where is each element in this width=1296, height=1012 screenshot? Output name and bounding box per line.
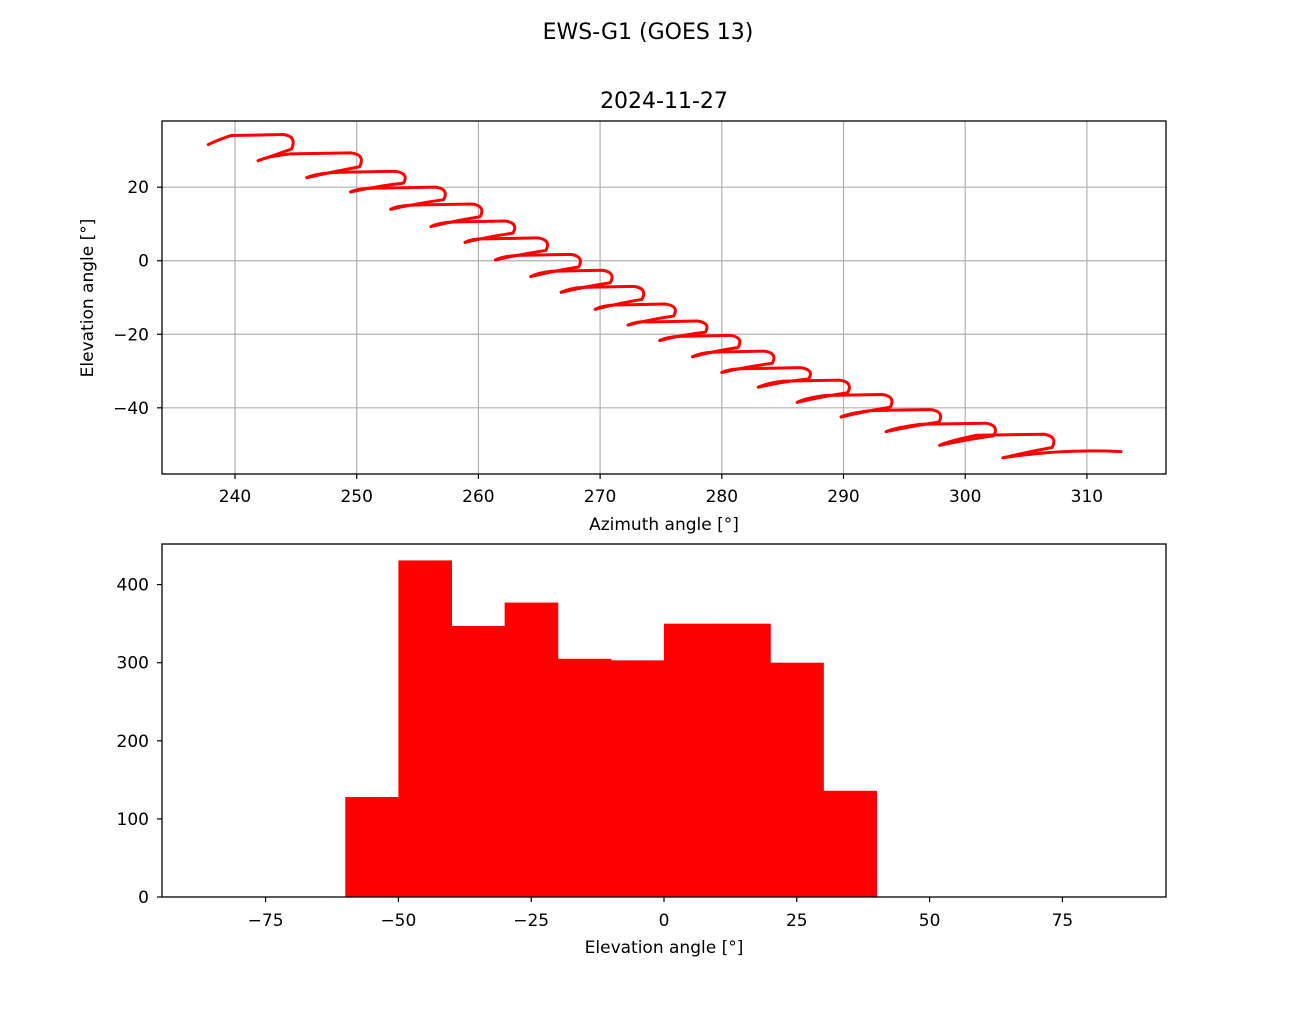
bottom-xtick-label: −75 — [248, 911, 284, 931]
histogram-bar — [823, 790, 877, 897]
scan-segment — [795, 393, 894, 419]
bottom-plot-yticks: 0 100 200 300 400 — [117, 576, 162, 908]
bottom-plot-bars — [345, 560, 877, 897]
scan-segment — [429, 219, 517, 244]
top-plot-series — [206, 133, 1123, 460]
bottom-xtick-label: 25 — [786, 911, 808, 931]
top-plot-xticks: 240 250 260 270 280 290 300 310 — [219, 474, 1103, 507]
top-plot-ylabel: Elevation angle [°] — [78, 219, 98, 378]
bottom-plot-xlabel: Elevation angle [°] — [585, 938, 744, 958]
histogram-bar — [717, 623, 771, 897]
top-xtick-label: 260 — [462, 487, 494, 507]
top-ytick-label: 20 — [127, 178, 149, 198]
top-plot-frame — [161, 120, 1167, 475]
histogram-bar — [610, 660, 665, 897]
scan-segment — [884, 421, 997, 447]
top-xtick-label: 250 — [340, 487, 372, 507]
top-xtick-label: 300 — [949, 487, 981, 507]
histogram-bar — [504, 602, 559, 897]
bottom-xtick-label: −50 — [380, 911, 416, 931]
top-xtick-label: 290 — [827, 487, 859, 507]
top-plot-grid — [162, 121, 1166, 474]
scan-segment — [206, 133, 295, 163]
bottom-xtick-label: 50 — [919, 911, 941, 931]
top-xtick-label: 240 — [219, 487, 251, 507]
top-plot-xlabel: Azimuth angle [°] — [589, 515, 739, 535]
histogram-bar — [557, 658, 612, 897]
histogram-bar — [398, 560, 453, 897]
scan-segment — [1001, 449, 1123, 460]
top-plot-yticks: −40 −20 0 20 — [113, 178, 162, 419]
scan-segment — [256, 151, 363, 180]
histogram-bar — [451, 626, 506, 897]
bottom-xtick-label: 75 — [1052, 911, 1074, 931]
scan-segment — [691, 349, 776, 375]
bottom-ytick-label: 200 — [117, 732, 149, 752]
histogram-bar — [664, 623, 718, 897]
top-plot-title: 2024-11-27 — [600, 89, 728, 114]
top-xtick-label: 280 — [706, 487, 738, 507]
bottom-ytick-label: 100 — [117, 810, 149, 830]
bottom-ytick-label: 300 — [117, 654, 149, 674]
scan-segment — [938, 432, 1056, 460]
scan-segment — [593, 302, 677, 327]
histogram-bar — [770, 662, 824, 897]
bottom-xtick-label: −25 — [513, 911, 549, 931]
bottom-plot: −75 −50 −25 0 25 50 75 0 100 200 300 400 Elevation… — [117, 543, 1167, 958]
scan-segment — [305, 169, 407, 194]
top-xtick-label: 310 — [1071, 487, 1103, 507]
top-plot: 2024-11-27 240 250 260 270 280 290 300 310 −40−… — [78, 89, 1167, 535]
bottom-ytick-label: 400 — [117, 576, 149, 596]
top-ytick-label: 0 — [138, 252, 149, 272]
bottom-ytick-label: 0 — [138, 888, 149, 908]
bottom-plot-xticks: −75 −50 −25 0 25 50 75 — [248, 897, 1074, 931]
top-xtick-label: 270 — [584, 487, 616, 507]
bottom-xtick-label: 0 — [659, 911, 670, 931]
top-ytick-label: −40 — [113, 399, 149, 419]
histogram-bar — [345, 797, 399, 897]
figure-suptitle: EWS-G1 (GOES 13) — [543, 20, 754, 45]
top-ytick-label: −20 — [113, 325, 149, 345]
